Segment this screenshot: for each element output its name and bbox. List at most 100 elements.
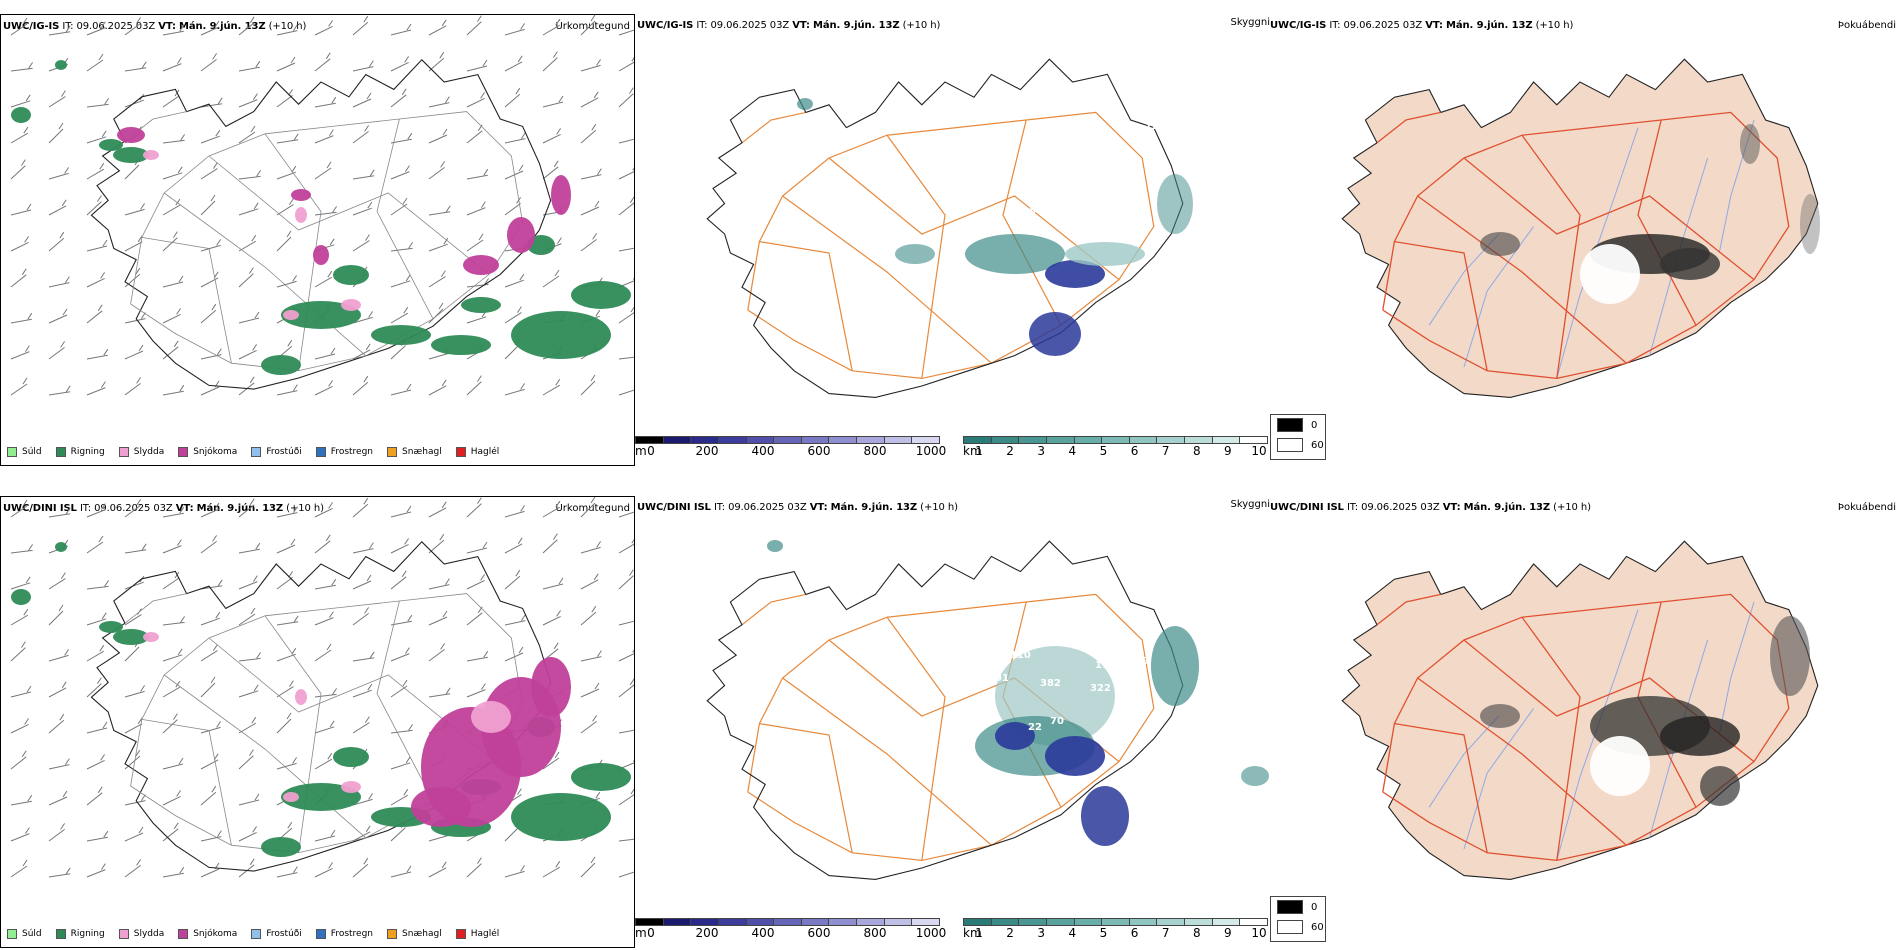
precip-area: [531, 657, 571, 717]
fog-legend-top: 0 60: [1270, 414, 1326, 460]
precip-area: [281, 301, 361, 329]
vis-header-top: UWC/IG-IS IT: 09.06.2025 03Z VT: Mán. 9.…: [637, 20, 941, 31]
colorbar-cell: [912, 437, 940, 443]
wind-barb: [428, 19, 447, 36]
legend-swatch: [178, 447, 189, 457]
wind-barb: [390, 274, 411, 288]
precip-area: [1157, 174, 1193, 234]
fog-legend-item: 60: [1271, 917, 1325, 937]
wind-barb: [238, 60, 261, 72]
wind-barb: [48, 90, 66, 108]
colorbar-cell: [746, 437, 775, 443]
precip-area: [55, 60, 67, 70]
legend-swatch: [387, 929, 398, 939]
wind-barb: [238, 311, 260, 324]
wind-barb: [352, 125, 370, 144]
wind-barb: [352, 825, 371, 842]
precip-title-top: Úrkomutegund: [555, 21, 630, 32]
legend-label: Frostregn: [330, 447, 374, 457]
wind-barb: [466, 375, 482, 396]
wind-barb: [428, 161, 446, 180]
colorbar-tick: 8: [1192, 926, 1201, 940]
precip-area: [1590, 736, 1650, 796]
wind-barb: [124, 93, 145, 108]
wind-barb: [314, 52, 331, 72]
wind-barb: [390, 165, 410, 180]
wind-barb: [504, 23, 526, 36]
wind-barb: [48, 122, 64, 144]
wind-barb: [10, 94, 31, 108]
legend-label: Rigning: [70, 447, 105, 457]
colorbar-tick: 7: [1161, 444, 1170, 458]
colorbar-cell: [884, 919, 913, 925]
visibility-value-label: 22: [1028, 722, 1042, 733]
wind-barb: [314, 720, 335, 734]
wind-barb: [238, 652, 262, 662]
precip-area: [283, 792, 299, 802]
colorbar-cell: [801, 919, 830, 925]
legend-label: Rigning: [70, 929, 105, 939]
wind-barb: [618, 729, 634, 734]
colorbar-tick: 1000: [915, 926, 947, 940]
legend-label: Frostregn: [330, 929, 374, 939]
legend-item: Snæhagl: [387, 447, 442, 457]
wind-barb: [238, 858, 255, 878]
legend-swatch: [118, 929, 129, 939]
wind-barb: [618, 678, 634, 698]
fog-legend-item: 0: [1271, 415, 1325, 435]
colorbar-cell: [636, 919, 664, 925]
legend-item: Snæhagl: [387, 929, 442, 939]
precip-area: [461, 297, 501, 313]
colorbar-cell: [1046, 437, 1075, 443]
wind-barb: [542, 269, 560, 288]
wind-barb: [580, 715, 598, 734]
legend-item: Slydda: [118, 929, 164, 939]
wind-barb: [10, 499, 28, 518]
wind-barb: [276, 230, 292, 252]
legend-swatch: [315, 447, 326, 457]
precip-map-bottom: [10, 497, 634, 878]
legend-label: Súld: [22, 447, 42, 457]
colorbar-cell: [1102, 437, 1130, 443]
wind-barb: [48, 713, 65, 734]
wind-barb: [48, 507, 71, 518]
wind-barb: [238, 93, 258, 108]
wind-barb: [580, 605, 597, 626]
colorbar-tick: 1: [975, 926, 983, 940]
wind-barb: [86, 644, 105, 662]
colorbar-tick: 600: [807, 444, 831, 458]
wind-barb: [200, 611, 221, 626]
wind-barb: [314, 161, 332, 180]
wind-barb: [504, 505, 526, 518]
colorbar-cell: [801, 437, 830, 443]
visibility-value-label: 12: [1145, 121, 1159, 132]
wind-barb: [162, 231, 178, 252]
wind-barb: [504, 197, 522, 216]
precip-area: [1065, 242, 1145, 266]
colorbar-tick: 5: [1099, 444, 1108, 458]
precip-area: [511, 793, 611, 841]
wind-barb: [10, 62, 34, 72]
wind-barb: [504, 306, 522, 324]
wind-barb: [618, 138, 634, 144]
wind-barb: [200, 862, 220, 878]
wind-barb: [618, 538, 634, 554]
wind-barb: [542, 18, 561, 36]
wind-barb: [466, 124, 483, 144]
wind-barb: [86, 863, 106, 878]
wind-barb: [200, 348, 222, 360]
colorbar-cell: [912, 919, 940, 925]
wind-barb: [390, 242, 414, 252]
wind-barb: [10, 236, 30, 252]
wind-barb: [276, 680, 294, 698]
legend-label: Slydda: [133, 447, 165, 457]
wind-barb: [428, 861, 447, 878]
colorbar-cell: [636, 437, 664, 443]
colorbar-cell: [1212, 437, 1241, 443]
wind-barb: [276, 133, 299, 144]
wind-barb: [618, 510, 634, 518]
wind-barb: [238, 826, 258, 842]
wind-barb: [618, 28, 634, 36]
precip-area: [471, 701, 511, 733]
colorbar-tick: 400: [751, 926, 775, 940]
